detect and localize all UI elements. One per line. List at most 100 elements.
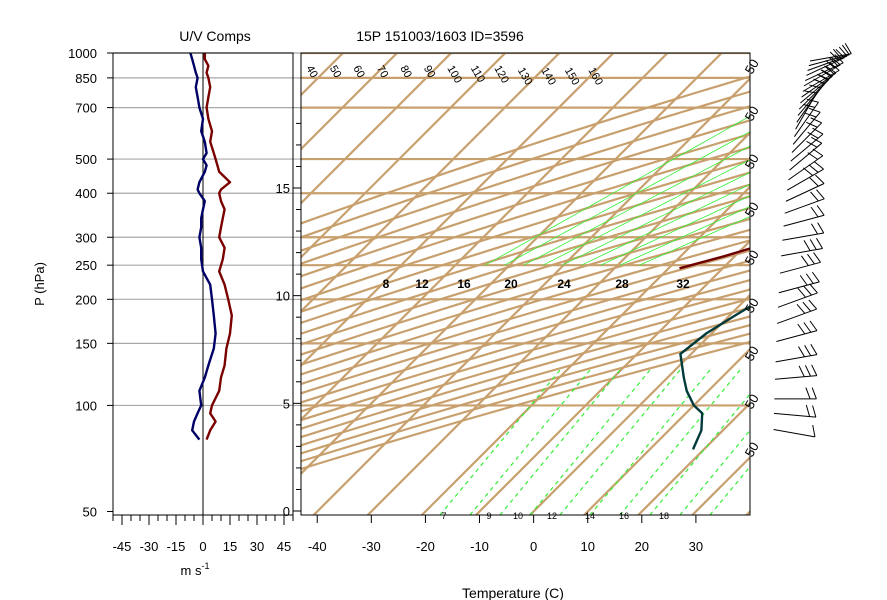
height-tick-label: 10 bbox=[276, 289, 290, 304]
theta-top-label: 80 bbox=[397, 64, 414, 81]
theta-right-label: 50 bbox=[742, 151, 762, 171]
theta-top-label: 70 bbox=[374, 64, 391, 81]
wind-barb-staff bbox=[791, 122, 823, 153]
isotherm bbox=[690, 455, 750, 515]
moist-adiabat-label: 12 bbox=[547, 511, 557, 521]
isotherm bbox=[312, 77, 750, 515]
sounding-profiles bbox=[679, 247, 750, 450]
wind-barb-feather bbox=[812, 424, 816, 437]
uv-x-tick-label: 30 bbox=[250, 539, 264, 554]
mixing-ratio-lines bbox=[439, 115, 750, 515]
wind-barb-feather bbox=[830, 56, 841, 66]
profile-line-dewpoint bbox=[679, 305, 750, 450]
wind-barb-feather bbox=[808, 107, 821, 113]
wind-barb-feather bbox=[811, 387, 817, 400]
mixing-ratio-line bbox=[484, 115, 750, 266]
theta-right-label: 50 bbox=[742, 199, 762, 219]
height-axis: 0 5 10 15 bbox=[276, 122, 301, 519]
wind-barb-feather bbox=[804, 112, 817, 118]
dry-adiabat bbox=[301, 217, 750, 356]
wind-barb-feather bbox=[815, 237, 823, 249]
wind-barb-staff bbox=[774, 375, 817, 380]
moist-adiabat-label: 14 bbox=[585, 511, 595, 521]
wind-barb-feather bbox=[812, 127, 824, 135]
uv-x-tick-label: -30 bbox=[140, 539, 159, 554]
temperature-tick-label: -20 bbox=[416, 539, 435, 554]
temperature-tick-label: 20 bbox=[635, 539, 649, 554]
temperature-tick-label: -30 bbox=[362, 539, 381, 554]
dry-adiabat bbox=[301, 239, 750, 376]
theta-right-labels: 50 50 50 50 50 50 50 50 50 bbox=[742, 56, 762, 459]
wind-barb-staff bbox=[790, 133, 824, 162]
temperature-tick-label: 30 bbox=[689, 539, 703, 554]
uv-x-tick-label: -15 bbox=[167, 539, 186, 554]
isotherm bbox=[301, 53, 399, 151]
wind-barb-staff bbox=[808, 54, 850, 67]
wind-barb-feather bbox=[809, 239, 817, 250]
wind-barb-feather bbox=[805, 273, 814, 284]
wind-barb-feather bbox=[832, 48, 842, 59]
wind-barb-feather bbox=[800, 255, 809, 266]
skewt-title: 15P 151003/1603 ID=3596 bbox=[356, 28, 524, 44]
dry-adiabat bbox=[301, 132, 750, 278]
uv-y-tick-label: 250 bbox=[75, 258, 97, 273]
theta-top-label: 50 bbox=[327, 64, 344, 81]
dry-adiabat bbox=[301, 195, 750, 335]
wind-barb-feather bbox=[813, 78, 826, 84]
isotherm bbox=[420, 185, 750, 515]
dry-adiabats bbox=[301, 75, 750, 471]
wind-barb-feather bbox=[811, 271, 820, 283]
wind-barb-staff bbox=[781, 248, 823, 257]
wind-barb-feather bbox=[808, 164, 819, 173]
isotherm bbox=[301, 53, 453, 205]
mixing-ratio-labels: 8 12 16 20 24 28 32 7 9 10 12 14 16 18 bbox=[383, 277, 690, 521]
wind-barb-staff bbox=[784, 198, 825, 214]
wind-barb-feather bbox=[810, 344, 818, 355]
wind-barb-feather bbox=[808, 299, 818, 310]
isotherm bbox=[528, 293, 750, 515]
temperature-tick-label: 0 bbox=[530, 539, 537, 554]
temperature-tick-label: 10 bbox=[580, 539, 594, 554]
uv-ylabel: P (hPa) bbox=[32, 262, 47, 306]
wind-barb-feather bbox=[804, 345, 812, 356]
isobars bbox=[301, 53, 750, 407]
theta-right-label: 50 bbox=[742, 439, 762, 459]
uv-series-line-u bbox=[203, 53, 233, 441]
dry-adiabat bbox=[301, 249, 750, 386]
mixing-ratio-label: 12 bbox=[415, 277, 429, 291]
wind-barb-feather bbox=[812, 405, 817, 418]
dry-adiabat bbox=[301, 90, 750, 239]
mixing-ratio-label: 28 bbox=[615, 277, 629, 291]
wind-barb-staff bbox=[796, 87, 822, 123]
wind-barbs bbox=[773, 43, 852, 438]
wind-barb-staff bbox=[803, 64, 841, 87]
wind-barb-feather bbox=[797, 287, 807, 298]
uv-title: U/V Comps bbox=[179, 28, 251, 44]
mixing-ratio-line bbox=[542, 159, 750, 266]
uv-y-tick-label: 100 bbox=[75, 398, 97, 413]
wind-barb-staff bbox=[777, 292, 818, 308]
wind-barb-staff bbox=[801, 72, 837, 98]
uv-series bbox=[189, 52, 233, 441]
wind-barb-feather bbox=[798, 365, 805, 377]
wind-barb-feather bbox=[806, 98, 819, 103]
temperature-axis: -40 -30 -20 -10 0 10 20 30 bbox=[308, 515, 703, 554]
wind-barb-staff bbox=[775, 354, 818, 363]
wind-barb-staff bbox=[788, 155, 824, 181]
theta-top-label: 90 bbox=[421, 64, 438, 81]
wind-barb-feather bbox=[816, 189, 825, 200]
skewt-frame bbox=[300, 52, 751, 516]
uv-x-tick-label: 0 bbox=[199, 539, 206, 554]
dry-adiabat bbox=[301, 105, 750, 252]
uv-y-tick-label: 500 bbox=[75, 152, 97, 167]
wind-barb-feather bbox=[809, 283, 818, 294]
wind-barb-staff bbox=[802, 69, 840, 92]
uv-xlabel: m s-1 bbox=[181, 561, 210, 578]
wind-barb-staff bbox=[777, 308, 817, 324]
wind-barb-feather bbox=[835, 48, 845, 59]
wind-barb-staff bbox=[783, 214, 825, 227]
wind-barb-feather bbox=[815, 174, 825, 184]
temperature-tick-label: -10 bbox=[470, 539, 489, 554]
wind-barb-feather bbox=[803, 240, 811, 251]
